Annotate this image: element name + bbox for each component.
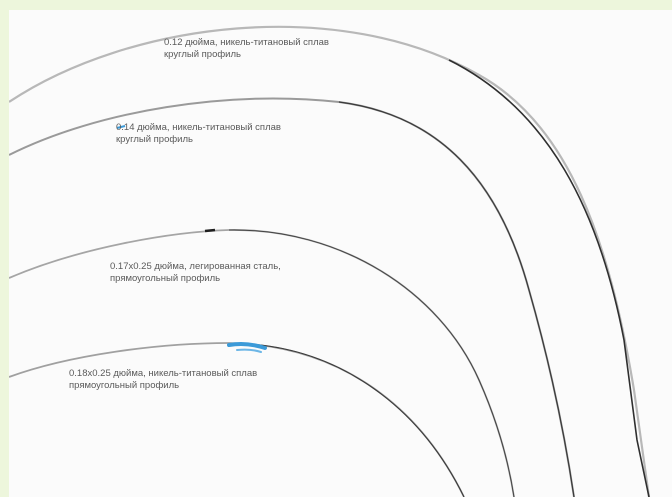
wire-3-label-line1: 0.17x0.25 дюйма, легированная сталь, — [110, 261, 281, 272]
wire-1-label-line1: 0.12 дюйма, никель-титановый сплав — [164, 37, 329, 48]
wire-2-label-line2: круглый профиль — [116, 134, 193, 145]
wire-2-arc-shade — [338, 101, 575, 497]
wire-4-arc-shade — [248, 343, 465, 497]
wire-3-arc-shade — [228, 229, 515, 497]
wire-3-dark-mark — [204, 228, 216, 233]
wire-2-caption: 0.14 дюйма, никель-титановый сплав кругл… — [116, 122, 281, 146]
wire-3-label-line2: прямоугольный профиль — [110, 273, 221, 284]
wire-2-arc — [9, 97, 575, 497]
wire-3-caption: 0.17x0.25 дюйма, легированная сталь, пря… — [110, 261, 281, 285]
wire-4-label-line1: 0.18x0.25 дюйма, никель-титановый сплав — [69, 368, 258, 379]
wire-4-label-line2: прямоугольный профиль — [69, 380, 180, 391]
wire-1-caption: 0.12 дюйма, никель-титановый сплав кругл… — [164, 37, 329, 61]
wire-4-blue-mark — [227, 342, 267, 350]
wire-4-arc — [9, 342, 465, 497]
wire-arcs — [9, 25, 651, 497]
wire-4-caption: 0.18x0.25 дюйма, никель-титановый сплав … — [69, 368, 257, 392]
wire-2-blue-mark — [116, 125, 126, 129]
wire-photo: 0.12 дюйма, никель-титановый сплав кругл… — [9, 10, 672, 497]
wire-1-label-line2: круглый профиль — [164, 49, 241, 60]
wire-4-blue-mark-2 — [236, 348, 262, 353]
wire-1-arc — [9, 25, 651, 497]
wire-2-label-line1: 0.14 дюйма, никель-титановый сплав — [116, 122, 281, 133]
wire-1-arc-shade — [448, 59, 650, 497]
